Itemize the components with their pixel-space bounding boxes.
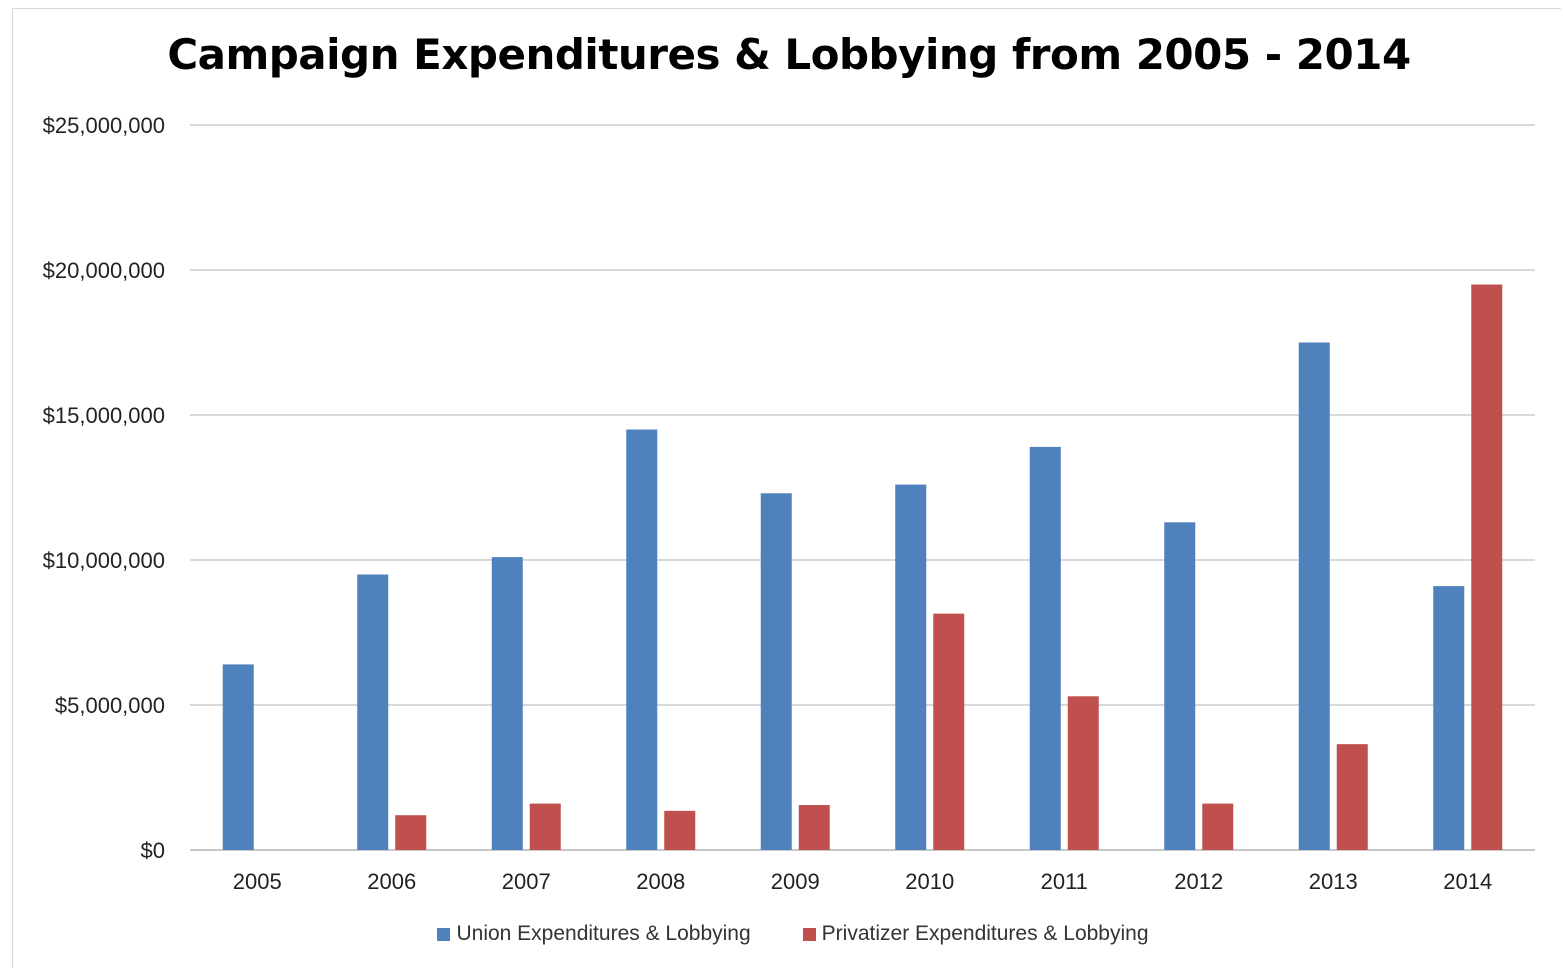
legend-swatch-union xyxy=(437,927,451,941)
x-tick-label: 2013 xyxy=(1309,869,1358,894)
bar-union xyxy=(1433,586,1465,850)
y-tick-label: $15,000,000 xyxy=(43,403,165,428)
legend-label-privatizer: Privatizer Expenditures & Lobbying xyxy=(821,922,1149,945)
bar-union xyxy=(626,429,658,850)
chart-title: Campaign Expenditures & Lobbying from 20… xyxy=(167,30,1411,79)
bar-privatizer xyxy=(798,805,830,850)
bar-union xyxy=(1164,522,1196,850)
bar-union xyxy=(357,574,389,850)
x-tick-label: 2012 xyxy=(1174,869,1223,894)
bar-privatizer xyxy=(664,810,696,850)
bar-union xyxy=(491,557,523,850)
x-tick-label: 2006 xyxy=(367,869,416,894)
x-tick-label: 2007 xyxy=(502,869,551,894)
bar-union xyxy=(1029,446,1061,850)
bar-union xyxy=(895,484,927,850)
y-tick-label: $20,000,000 xyxy=(43,258,165,283)
bar-privatizer xyxy=(1336,744,1368,850)
legend-label-union: Union Expenditures & Lobbying xyxy=(456,922,751,945)
bar-privatizer xyxy=(529,803,561,850)
x-tick-label: 2010 xyxy=(905,869,954,894)
y-tick-label: $10,000,000 xyxy=(43,548,165,573)
x-tick-label: 2014 xyxy=(1443,869,1492,894)
x-tick-label: 2009 xyxy=(771,869,820,894)
bar-privatizer xyxy=(1471,284,1503,850)
x-axis-ticks: 2005 2006 2007 2008 2009 2010 2011 2012 2013 2014 xyxy=(233,869,1492,894)
bar-privatizer xyxy=(395,815,427,850)
x-tick-label: 2005 xyxy=(233,869,282,894)
y-tick-label: $0 xyxy=(141,838,165,863)
y-tick-label: $25,000,000 xyxy=(43,113,165,138)
x-tick-label: 2011 xyxy=(1041,869,1088,894)
bar-privatizer xyxy=(933,613,965,850)
chart-frame xyxy=(12,8,1561,968)
x-tick-label: 2008 xyxy=(636,869,685,894)
bar-union xyxy=(1298,342,1330,850)
y-tick-label: $5,000,000 xyxy=(55,693,165,718)
bar-union xyxy=(760,493,792,850)
legend: Union Expenditures & Lobbying Privatizer… xyxy=(0,922,1563,946)
legend-item-union: Union Expenditures & Lobbying xyxy=(437,922,751,946)
bar-privatizer xyxy=(1067,696,1099,850)
legend-item-privatizer: Privatizer Expenditures & Lobbying xyxy=(802,922,1149,946)
gridlines xyxy=(190,124,1535,851)
legend-swatch-privatizer xyxy=(802,927,816,941)
bar-union xyxy=(222,664,254,850)
y-axis-ticks: $0 $5,000,000 $10,000,000 $15,000,000 $20,00… xyxy=(43,113,165,863)
bar-privatizer xyxy=(1202,803,1234,850)
bars xyxy=(222,284,1503,850)
